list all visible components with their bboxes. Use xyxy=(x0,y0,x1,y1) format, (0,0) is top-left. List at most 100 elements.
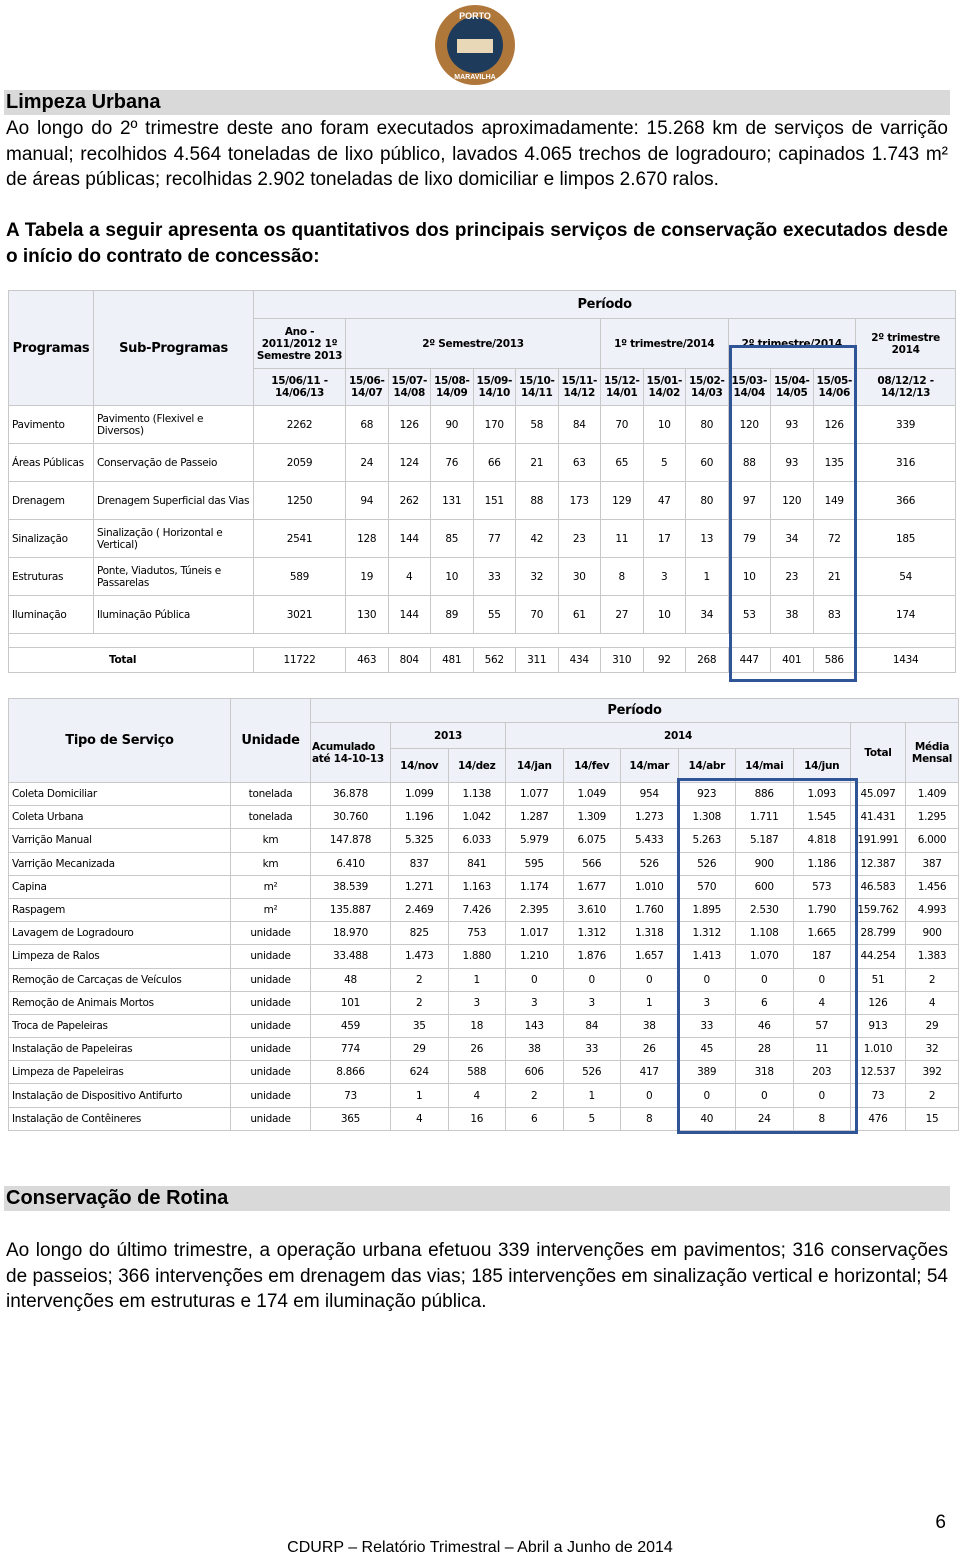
cell: 923 xyxy=(677,781,736,807)
cell: 2 xyxy=(904,1083,960,1108)
cell: 173 xyxy=(557,481,601,520)
cell: 143 xyxy=(505,1013,564,1039)
cell: 1.545 xyxy=(792,805,851,830)
cell: 131 xyxy=(430,481,474,520)
cell: 4.993 xyxy=(904,897,960,923)
cell: 8 xyxy=(792,1106,851,1131)
column-header: Acumulado até 14-10-13 xyxy=(310,722,391,783)
cell: 24 xyxy=(345,443,389,482)
cell: 1.108 xyxy=(735,921,794,946)
cell: 38 xyxy=(770,595,814,634)
table-row: Sinalização Sinalização ( Horizontal e Ve… xyxy=(8,519,957,558)
cell: 3 xyxy=(505,990,564,1015)
cell: 58 xyxy=(515,405,559,444)
table-row: Instalação de Contêineres unidade 365 4 16 6 5… xyxy=(8,1106,960,1131)
group-header: 2º trimestre/2014 xyxy=(727,318,856,369)
cell: 5.325 xyxy=(390,828,449,853)
cell: 6.410 xyxy=(310,851,391,876)
cell: 135 xyxy=(812,443,856,482)
cell: 2059 xyxy=(253,443,346,482)
cell: 55 xyxy=(472,595,516,634)
cell: 18.970 xyxy=(310,921,391,946)
cell: 2 xyxy=(505,1083,564,1108)
cell: 187 xyxy=(792,944,851,969)
cleaning-table: Tipo de Serviço Unidade Período Acumulado a… xyxy=(8,698,960,1131)
cell: 10 xyxy=(642,405,686,444)
cell: 45 xyxy=(677,1037,736,1062)
cell: 30 xyxy=(557,557,601,596)
row-label: Drenagem Superficial das Vias xyxy=(93,481,254,520)
table-row: Limpeza de Ralos unidade 33.488 1.473 1.880 1… xyxy=(8,944,960,969)
cell: 1.309 xyxy=(562,805,621,830)
cell: 1.196 xyxy=(390,805,449,830)
row-label: Varrição Mecanizada xyxy=(8,851,231,876)
header-row: Programas Sub-Programas Período xyxy=(8,290,957,406)
section-heading: Conservação de Rotina xyxy=(4,1186,950,1211)
cell: 2 xyxy=(390,967,449,992)
cell: 1 xyxy=(685,557,729,596)
cell: 170 xyxy=(472,405,516,444)
cell: 1.099 xyxy=(390,781,449,807)
table-row: Raspagem m² 135.887 2.469 7.426 2.395 3.610 1.7… xyxy=(8,897,960,923)
cell: 1.473 xyxy=(390,944,449,969)
cell: 886 xyxy=(735,781,794,807)
cell: unidade xyxy=(230,921,311,946)
cell: 624 xyxy=(390,1060,449,1085)
cell: 2.530 xyxy=(735,897,794,923)
cell: 130 xyxy=(345,595,389,634)
cell: 2 xyxy=(904,967,960,992)
cell: km xyxy=(230,851,311,876)
cell: 38 xyxy=(505,1037,564,1062)
cell: 2.395 xyxy=(505,897,564,923)
section-heading: Limpeza Urbana xyxy=(4,90,950,115)
year-header: 2014 xyxy=(505,722,851,749)
cell: 1.077 xyxy=(505,781,564,807)
cell: 526 xyxy=(562,1060,621,1085)
column-header: Período xyxy=(309,698,960,723)
cell: 606 xyxy=(505,1060,564,1085)
month-header: 14/nov xyxy=(390,748,449,783)
cell: 147.878 xyxy=(310,828,391,853)
cell: 33.488 xyxy=(310,944,391,969)
paragraph: Ao longo do 2º trimestre deste ano foram… xyxy=(6,118,948,190)
cell: 1.409 xyxy=(904,781,960,807)
header-row: Tipo de Serviço Unidade Período xyxy=(8,698,960,783)
cell: 70 xyxy=(515,595,559,634)
month-header: 14/jun xyxy=(792,748,851,783)
cell: 8 xyxy=(600,557,644,596)
cell: 129 xyxy=(600,481,644,520)
cell: 19 xyxy=(345,557,389,596)
cell: km xyxy=(230,828,311,853)
cell: 32 xyxy=(904,1037,960,1062)
cell: 21 xyxy=(812,557,856,596)
cell: 1 xyxy=(562,1083,621,1108)
cell: 401 xyxy=(770,647,814,673)
date-header: 08/12/12 - 14/12/13 xyxy=(854,368,957,406)
cell: 1 xyxy=(447,967,506,992)
row-label: Capina xyxy=(8,874,231,899)
cell: 7.426 xyxy=(447,897,506,923)
cell: 54 xyxy=(854,557,957,596)
cell: 46.583 xyxy=(850,874,906,899)
cell: 1.413 xyxy=(677,944,736,969)
cell: 191.991 xyxy=(850,828,906,853)
cell: 32 xyxy=(515,557,559,596)
cell: 4 xyxy=(447,1083,506,1108)
cell: 29 xyxy=(390,1037,449,1062)
cell: 1.383 xyxy=(904,944,960,969)
cell: 126 xyxy=(387,405,431,444)
date-header: 15/07-14/08 xyxy=(387,368,431,406)
cell: 24 xyxy=(735,1106,794,1131)
table-row: Varrição Manual km 147.878 5.325 6.033 5.979 6… xyxy=(8,828,960,853)
row-label: Total xyxy=(8,647,254,673)
cell: 1.049 xyxy=(562,781,621,807)
cell: tonelada xyxy=(230,805,311,830)
date-header: 15/03-14/04 xyxy=(727,368,771,406)
row-label: Instalação de Dispositivo Antifurto xyxy=(8,1083,231,1108)
column-header: Unidade xyxy=(230,698,311,783)
date-header: 15/08-14/09 xyxy=(430,368,474,406)
cell: 53 xyxy=(727,595,771,634)
cell: 38.539 xyxy=(310,874,391,899)
cell: 3 xyxy=(642,557,686,596)
page-number: 6 xyxy=(935,1512,946,1533)
